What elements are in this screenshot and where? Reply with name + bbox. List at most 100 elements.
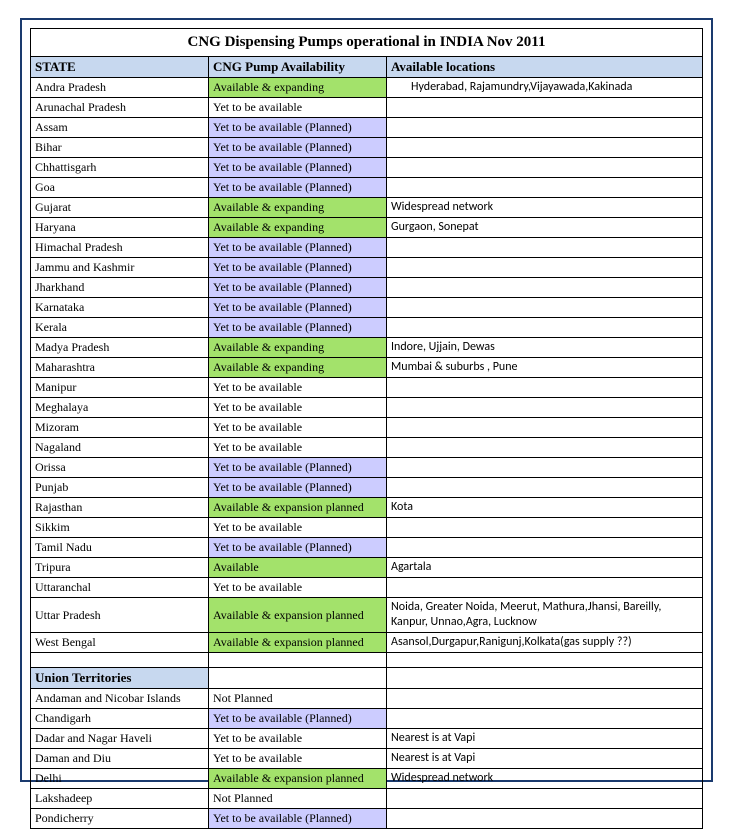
- table-row: West BengalAvailable & expansion planned…: [31, 633, 703, 653]
- state-cell: Punjab: [31, 478, 209, 498]
- location-cell: [387, 809, 703, 829]
- availability-cell: Yet to be available (Planned): [209, 118, 387, 138]
- state-cell: Haryana: [31, 218, 209, 238]
- availability-cell: Available & expansion planned: [209, 498, 387, 518]
- state-cell: Jharkhand: [31, 278, 209, 298]
- availability-cell: Yet to be available (Planned): [209, 258, 387, 278]
- location-cell: [387, 98, 703, 118]
- cng-table: CNG Dispensing Pumps operational in INDI…: [30, 28, 703, 829]
- table-row: BiharYet to be available (Planned): [31, 138, 703, 158]
- col-header-avail: CNG Pump Availability: [209, 56, 387, 77]
- availability-cell: Yet to be available: [209, 418, 387, 438]
- table-row: MaharashtraAvailable & expandingMumbai &…: [31, 358, 703, 378]
- availability-cell: Available & expanding: [209, 338, 387, 358]
- table-row: ManipurYet to be available: [31, 378, 703, 398]
- availability-cell: Yet to be available (Planned): [209, 809, 387, 829]
- location-cell: [387, 518, 703, 538]
- location-cell: [387, 418, 703, 438]
- state-cell: Arunachal Pradesh: [31, 98, 209, 118]
- location-cell: Nearest is at Vapi: [387, 729, 703, 749]
- state-cell: Orissa: [31, 458, 209, 478]
- state-cell: Manipur: [31, 378, 209, 398]
- table-row: UttaranchalYet to be available: [31, 578, 703, 598]
- state-cell: Tripura: [31, 558, 209, 578]
- table-row: GujaratAvailable & expandingWidespread n…: [31, 198, 703, 218]
- location-cell: [387, 538, 703, 558]
- availability-cell: Available & expanding: [209, 218, 387, 238]
- outer-frame: CNG Dispensing Pumps operational in INDI…: [20, 18, 713, 782]
- state-cell: Chandigarh: [31, 709, 209, 729]
- location-cell: [387, 398, 703, 418]
- availability-cell: Yet to be available (Planned): [209, 158, 387, 178]
- page-title: CNG Dispensing Pumps operational in INDI…: [31, 29, 703, 57]
- availability-cell: Available: [209, 558, 387, 578]
- state-cell: Delhi: [31, 769, 209, 789]
- col-header-loc: Available locations: [387, 56, 703, 77]
- state-cell: Sikkim: [31, 518, 209, 538]
- location-cell: Agartala: [387, 558, 703, 578]
- location-cell: Indore, Ujjain, Dewas: [387, 338, 703, 358]
- location-cell: [387, 458, 703, 478]
- table-row: AssamYet to be available (Planned): [31, 118, 703, 138]
- state-cell: Karnataka: [31, 298, 209, 318]
- availability-cell: Not Planned: [209, 689, 387, 709]
- location-cell: Gurgaon, Sonepat: [387, 218, 703, 238]
- location-cell: Mumbai & suburbs , Pune: [387, 358, 703, 378]
- table-row: HaryanaAvailable & expandingGurgaon, Son…: [31, 218, 703, 238]
- state-cell: Chhattisgarh: [31, 158, 209, 178]
- state-cell: Pondicherry: [31, 809, 209, 829]
- table-row: Andaman and Nicobar IslandsNot Planned: [31, 689, 703, 709]
- table-row: KeralaYet to be available (Planned): [31, 318, 703, 338]
- availability-cell: Yet to be available (Planned): [209, 538, 387, 558]
- ut-header-cell: Union Territories: [31, 668, 209, 689]
- location-cell: [387, 178, 703, 198]
- state-cell: Tamil Nadu: [31, 538, 209, 558]
- table-row: MizoramYet to be available: [31, 418, 703, 438]
- location-cell: [387, 789, 703, 809]
- location-cell: [387, 138, 703, 158]
- availability-cell: Available & expansion planned: [209, 633, 387, 653]
- availability-cell: Yet to be available (Planned): [209, 318, 387, 338]
- state-cell: Daman and Diu: [31, 749, 209, 769]
- availability-cell: Yet to be available: [209, 398, 387, 418]
- state-cell: Gujarat: [31, 198, 209, 218]
- section-spacer: [31, 653, 703, 668]
- table-row: ChandigarhYet to be available (Planned): [31, 709, 703, 729]
- page: CNG Dispensing Pumps operational in INDI…: [0, 0, 733, 800]
- availability-cell: Available & expansion planned: [209, 769, 387, 789]
- table-row: Daman and DiuYet to be availableNearest …: [31, 749, 703, 769]
- state-cell: Dadar and Nagar Haveli: [31, 729, 209, 749]
- availability-cell: Yet to be available (Planned): [209, 238, 387, 258]
- availability-cell: Yet to be available: [209, 729, 387, 749]
- table-row: TripuraAvailableAgartala: [31, 558, 703, 578]
- table-row: JharkhandYet to be available (Planned): [31, 278, 703, 298]
- header-row: STATE CNG Pump Availability Available lo…: [31, 56, 703, 77]
- location-cell: [387, 298, 703, 318]
- table-row: OrissaYet to be available (Planned): [31, 458, 703, 478]
- availability-cell: Yet to be available (Planned): [209, 178, 387, 198]
- availability-cell: Available & expansion planned: [209, 598, 387, 633]
- location-cell: [387, 158, 703, 178]
- state-cell: Andra Pradesh: [31, 78, 209, 98]
- table-row: LakshadeepNot Planned: [31, 789, 703, 809]
- availability-cell: Yet to be available: [209, 98, 387, 118]
- state-cell: Lakshadeep: [31, 789, 209, 809]
- table-row: PunjabYet to be available (Planned): [31, 478, 703, 498]
- availability-cell: Yet to be available: [209, 749, 387, 769]
- table-row: KarnatakaYet to be available (Planned): [31, 298, 703, 318]
- state-cell: Rajasthan: [31, 498, 209, 518]
- availability-cell: Available & expanding: [209, 198, 387, 218]
- location-cell: [387, 318, 703, 338]
- state-cell: Goa: [31, 178, 209, 198]
- location-cell: Widespread network: [387, 198, 703, 218]
- table-row: GoaYet to be available (Planned): [31, 178, 703, 198]
- location-cell: [387, 438, 703, 458]
- state-cell: Assam: [31, 118, 209, 138]
- state-cell: Jammu and Kashmir: [31, 258, 209, 278]
- state-cell: Andaman and Nicobar Islands: [31, 689, 209, 709]
- location-cell: [387, 258, 703, 278]
- location-cell: [387, 278, 703, 298]
- state-cell: Maharashtra: [31, 358, 209, 378]
- state-cell: Mizoram: [31, 418, 209, 438]
- location-cell: Asansol,Durgapur,Ranigunj,Kolkata(gas su…: [387, 633, 703, 653]
